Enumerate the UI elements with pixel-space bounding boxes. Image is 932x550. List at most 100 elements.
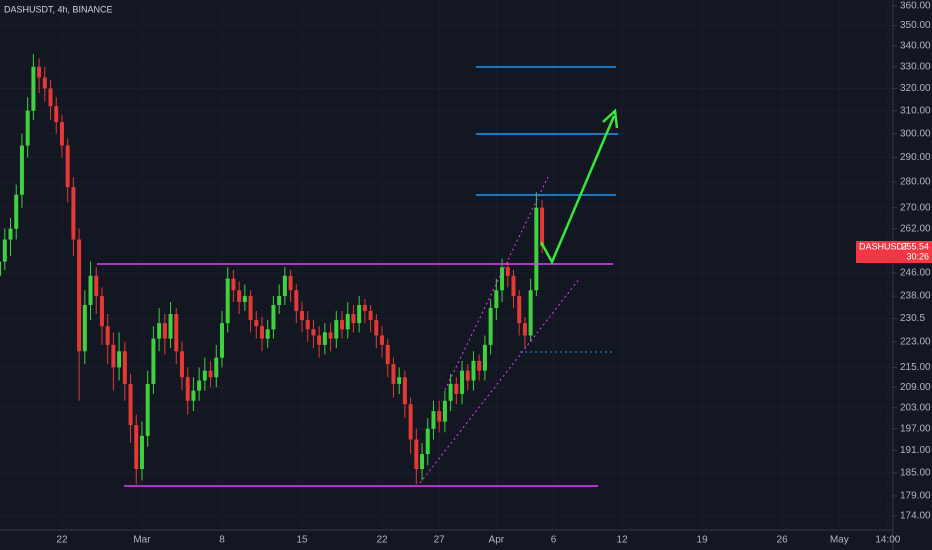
y-tick-label: 280.00 [900,177,931,188]
candle-body [505,267,510,276]
candle-body [37,66,42,78]
candle-body [134,425,139,470]
x-tick-label: 6 [551,535,557,546]
x-tick-label: 19 [697,535,709,546]
y-tick-label: 197.00 [900,423,931,434]
candle-body [179,351,184,378]
y-tick-label: 300.00 [900,128,931,139]
candle-body [477,360,482,371]
y-tick-label: 360.00 [900,0,931,11]
channel-line [419,277,581,484]
candle-body [59,122,64,146]
candle-body [277,296,282,305]
x-tick-label: 8 [219,535,225,546]
candle-body [157,323,162,339]
candle-body [94,275,99,297]
y-tick-label: 191.00 [900,445,931,456]
y-tick-label: 320.00 [900,83,931,94]
chart-title: DASHUSDT, 4h, BINANCE [4,4,113,14]
candle-body [402,377,407,405]
y-tick-label: 179.00 [900,491,931,502]
candle-body [174,314,179,352]
candle-body [351,314,356,324]
candle-body [517,296,522,324]
x-tick-label: 22 [56,535,68,546]
candle-body [54,106,59,123]
candle-body [128,383,133,426]
candle-body [345,314,350,330]
candle-body [465,370,470,381]
price-tag-symbol: DASHUSDT [859,241,909,251]
candle-body [540,207,545,247]
x-tick-label: 12 [617,535,629,546]
y-tick-label: 262.00 [900,223,931,234]
candle-body [25,110,30,146]
candle-body [82,304,87,352]
y-tick-label: 270.00 [900,202,931,213]
candle-body [242,296,247,303]
candle-body [88,275,93,305]
candle-body [460,370,465,394]
y-tick-label: 203.00 [900,402,931,413]
candle-body [77,239,82,352]
x-tick-label: 22 [376,535,388,546]
price-axis [893,0,932,550]
candle-body [122,351,127,384]
price-tag-value: 255.54 [901,241,929,251]
candle-body [385,344,390,365]
arrow-head [602,108,619,129]
time-axis [0,530,932,550]
y-tick-label: 185.00 [900,467,931,478]
candle-body [231,278,236,291]
candle-body [19,145,24,195]
candle-body [391,364,396,384]
candle-body [105,326,110,345]
x-tick-label: Mar [133,535,151,546]
candle-body [8,228,13,240]
candle-body [99,296,104,327]
candle-body [2,239,7,262]
candle-body [254,320,259,327]
candle-body [420,454,425,470]
candle-body [437,411,442,422]
candle-body [219,323,224,358]
candle-body [300,310,305,321]
candle-body [237,290,242,303]
candle-body [482,344,487,371]
axis-labels: 360.00 350.00 340.00 330.00 320.00 310.00 300.… [56,0,931,545]
candle-body [511,275,516,297]
candle-body [197,380,202,391]
candle-body [397,377,402,384]
candle-body [42,77,47,89]
candle-body [322,332,327,345]
candle-body [162,323,167,339]
drawings [97,66,619,487]
candle-body [362,304,367,311]
candle-body [191,390,196,401]
candle-body [448,383,453,401]
candle-body [31,66,36,111]
y-tick-label: 350.00 [900,20,931,31]
candle-body [117,351,122,368]
projection-arrow [539,115,616,265]
candle-body [0,261,2,276]
candle-body [414,439,419,470]
y-tick-label: 310.00 [900,105,931,116]
price-tag-countdown: 30:26 [906,251,929,261]
x-tick-label: 26 [777,535,789,546]
candle-body [208,370,213,378]
candle-body [282,275,287,297]
candle-body [500,267,505,291]
candle-body [111,344,116,368]
candle-body [71,187,76,240]
candle-body [368,310,373,321]
candle-body [65,145,70,188]
x-tick-label: May [830,535,849,546]
candle-body [380,335,385,345]
candle-body [334,320,339,339]
candle-body [305,320,310,330]
candle-body [225,278,230,324]
